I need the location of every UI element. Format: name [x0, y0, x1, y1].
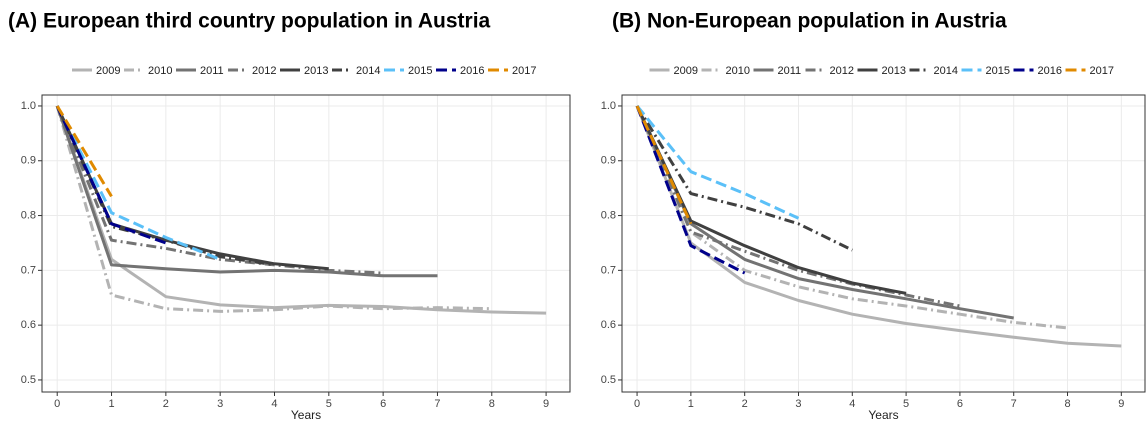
legend-label: 2011: [200, 65, 224, 77]
plot-border: [621, 94, 1146, 393]
x-tick-label: 5: [326, 398, 332, 410]
y-tick-label: 1.0: [21, 100, 36, 112]
x-tick-label: 9: [543, 398, 549, 410]
x-axis-label: Years: [291, 408, 321, 422]
x-tick-label: 7: [1011, 398, 1017, 410]
legend-label: 2010: [726, 65, 750, 77]
y-tick-label: 0.8: [601, 209, 616, 221]
chart-title: (A) European third country population in…: [8, 10, 491, 33]
legend-label: 2009: [96, 65, 120, 77]
x-tick-label: 0: [634, 398, 640, 410]
x-tick-label: 8: [1064, 398, 1070, 410]
y-tick-label: 0.5: [601, 374, 616, 386]
series-line: [55, 105, 167, 245]
legend-label: 2012: [830, 65, 854, 77]
legend-label: 2017: [1090, 65, 1114, 77]
legend-label: 2016: [460, 65, 484, 77]
y-tick-label: 0.6: [21, 319, 36, 331]
series-line: [55, 105, 492, 313]
x-tick-label: 6: [957, 398, 963, 410]
series-line: [55, 105, 113, 198]
x-tick-label: 5: [903, 398, 909, 410]
series-line: [635, 105, 746, 275]
series-line: [635, 105, 853, 252]
x-tick-label: 1: [688, 398, 694, 410]
legend-label: 2011: [778, 65, 802, 77]
x-tick-label: 7: [434, 398, 440, 410]
series-line: [635, 105, 1122, 348]
series-line: [635, 105, 961, 308]
x-tick-label: 9: [1118, 398, 1124, 410]
series-line: [635, 105, 1068, 330]
x-tick-label: 2: [742, 398, 748, 410]
x-tick-label: 1: [108, 398, 114, 410]
y-tick-label: 0.7: [601, 264, 616, 276]
x-axis-label: Years: [868, 408, 898, 422]
legend-label: 2014: [356, 65, 380, 77]
legend-label: 2015: [408, 65, 432, 77]
y-tick-label: 0.5: [21, 374, 36, 386]
x-tick-label: 8: [489, 398, 495, 410]
series-line: [635, 105, 800, 220]
plot-border: [41, 94, 571, 393]
y-tick-label: 1.0: [601, 100, 616, 112]
legend-label: 2013: [882, 65, 906, 77]
plot-background: [622, 95, 1145, 392]
legend-label: 2016: [1038, 65, 1062, 77]
legend-label: 2015: [986, 65, 1010, 77]
series-line: [635, 105, 1014, 320]
series-line: [635, 105, 693, 225]
series-line: [55, 105, 221, 261]
y-tick-label: 0.7: [21, 264, 36, 276]
legend-label: 2009: [674, 65, 698, 77]
x-tick-label: 3: [217, 398, 223, 410]
legend-label: 2014: [934, 65, 958, 77]
plot-background: [42, 95, 570, 392]
y-tick-label: 0.8: [21, 209, 36, 221]
legend-label: 2013: [304, 65, 328, 77]
x-tick-label: 4: [849, 398, 855, 410]
y-tick-label: 0.9: [601, 155, 616, 167]
legend-label: 2017: [512, 65, 536, 77]
x-tick-label: 2: [163, 398, 169, 410]
y-tick-label: 0.6: [601, 319, 616, 331]
y-tick-label: 0.9: [21, 155, 36, 167]
x-tick-label: 4: [271, 398, 277, 410]
x-tick-label: 6: [380, 398, 386, 410]
chart-title: (B) Non-European population in Austria: [612, 10, 1007, 33]
x-tick-label: 3: [795, 398, 801, 410]
x-tick-label: 0: [54, 398, 60, 410]
legend-label: 2012: [252, 65, 276, 77]
series-line: [55, 105, 438, 278]
series-line: [55, 105, 384, 275]
legend-label: 2010: [148, 65, 172, 77]
